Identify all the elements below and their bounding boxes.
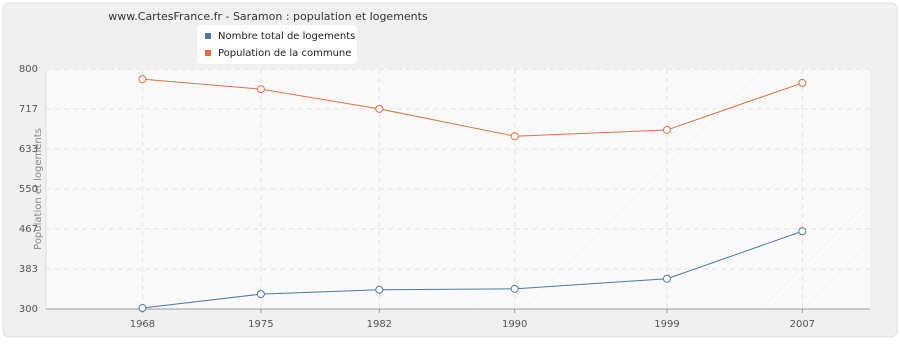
data-point (256, 85, 265, 94)
x-tick-label: 1975 (248, 319, 273, 330)
data-point (375, 104, 384, 113)
y-tick-label: 633 (19, 144, 38, 155)
x-tick-label: 2007 (790, 319, 815, 330)
data-point (798, 78, 807, 87)
data-point (662, 125, 671, 134)
legend-swatch (205, 33, 211, 39)
data-point (375, 285, 384, 294)
chart-title: www.CartesFrance.fr - Saramon : populati… (108, 10, 428, 23)
data-point (256, 290, 265, 299)
y-tick-label: 800 (19, 64, 38, 75)
x-tick-label: 1968 (130, 319, 155, 330)
legend (197, 25, 357, 64)
y-axis-label: Population et logements (33, 128, 44, 250)
legend-swatch (205, 50, 211, 56)
x-tick-label: 1990 (502, 319, 527, 330)
data-point (138, 75, 147, 84)
x-tick-label: 1982 (367, 319, 392, 330)
data-point (662, 274, 671, 283)
y-tick-label: 300 (19, 304, 38, 315)
data-point (510, 132, 519, 141)
x-tick-label: 1999 (654, 319, 679, 330)
data-point (138, 304, 147, 313)
y-tick-label: 550 (19, 184, 38, 195)
y-tick-label: 383 (19, 264, 38, 275)
series-line (142, 78, 803, 137)
data-point (798, 227, 807, 236)
legend-label: Population de la commune (218, 48, 351, 59)
series-line (142, 230, 803, 309)
data-point (510, 284, 519, 293)
plot-area (46, 69, 870, 309)
legend-label: Nombre total de logements (218, 31, 355, 42)
y-tick-label: 717 (19, 104, 38, 115)
y-tick-label: 467 (19, 224, 38, 235)
